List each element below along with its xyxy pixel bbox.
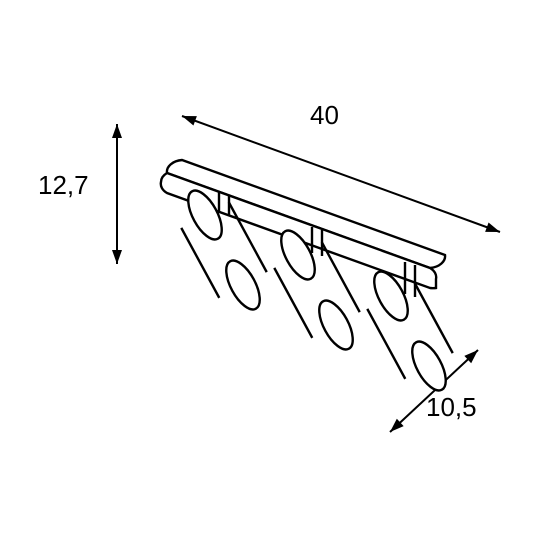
dim-label-depth: 10,5: [426, 392, 477, 423]
dimension-diagram: 12,7 40 10,5: [0, 0, 540, 540]
diagram-svg: [0, 0, 540, 540]
dim-label-height: 12,7: [38, 170, 89, 201]
dim-label-length: 40: [310, 100, 339, 131]
